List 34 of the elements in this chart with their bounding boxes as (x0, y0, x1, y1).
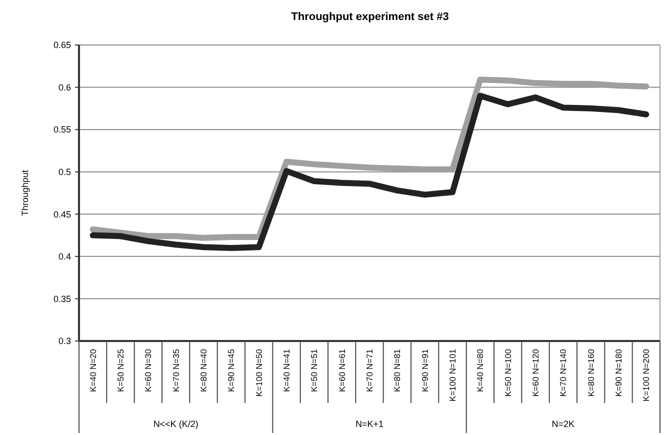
x-tick-label: K=80 N=81 (392, 348, 402, 392)
text: N=2K (552, 419, 575, 429)
text: N<<K (K/2) (153, 419, 198, 429)
y-tick-label: 0.45 (53, 209, 71, 220)
y-tick-label: 0.4 (58, 252, 71, 262)
x-tick-label: K=70 N=35 (170, 348, 181, 392)
x-tick-label: K=50 N=100 (502, 348, 513, 397)
x-tick-label: K=100 N=200 (641, 348, 652, 402)
x-tick-label: K=60 N=120 (530, 348, 540, 397)
x-tick-label: K=40 N=41 (282, 348, 292, 392)
y-tick-label: 0.6 (58, 82, 71, 92)
x-tick-label: K=90 N=91 (420, 348, 430, 392)
y-tick-label: 0.3 (58, 336, 71, 346)
y-tick-label: 0.55 (53, 124, 71, 135)
x-tick-label: K=40 N=20 (88, 348, 98, 392)
x-tick-label: K=50 N=51 (309, 348, 320, 392)
text: N=K+1 (355, 419, 384, 429)
y-tick-label: 0.5 (58, 167, 71, 178)
x-tick-label: K=100 N=101 (448, 348, 458, 402)
x-tick-label: K=80 N=40 (198, 348, 208, 392)
x-tick-label: K=60 N=61 (336, 348, 347, 392)
x-tick-label: K=40 N=80 (475, 348, 486, 392)
x-tick-label: K=70 N=140 (558, 348, 568, 397)
chart-title: Throughput experiment set #3 (291, 11, 449, 23)
x-tick-label: K=60 N=30 (143, 348, 154, 392)
x-tick-label: K=70 N=71 (364, 348, 374, 392)
x-tick-label: K=90 N=180 (614, 348, 624, 397)
y-axis-title: Throughput (20, 169, 30, 216)
x-tick-label: K=50 N=25 (116, 348, 126, 392)
y-tick-label: 0.35 (53, 294, 71, 304)
x-tick-label: K=80 N=160 (586, 348, 596, 397)
x-tick-label: K=100 N=50 (254, 348, 264, 397)
x-tick-label: K=90 N=45 (226, 348, 236, 392)
y-tick-label: 0.65 (53, 40, 71, 50)
